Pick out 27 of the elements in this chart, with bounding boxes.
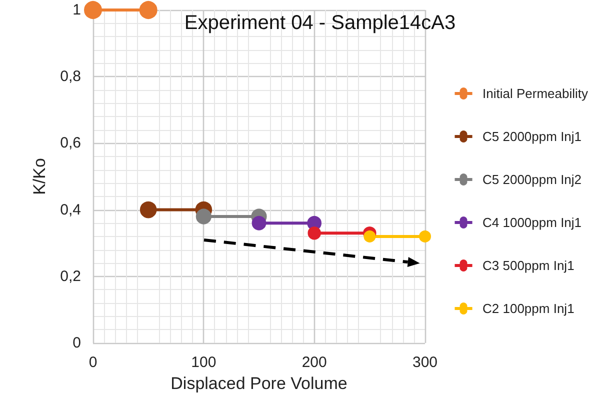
- legend-label: C5 2000ppm Inj1: [482, 129, 582, 144]
- y-tick-label: 0,6: [60, 134, 81, 152]
- x-axis-title: Displaced Pore Volume: [170, 374, 348, 393]
- legend-label: C4 1000ppm Inj1: [482, 215, 582, 230]
- point: [252, 216, 266, 230]
- x-tick-label: 100: [191, 354, 216, 371]
- chart-title: Experiment 04 - Sample14cA3: [184, 12, 456, 34]
- y-axis-title: K/Ko: [30, 158, 49, 195]
- y-tick-label: 0,4: [60, 201, 81, 218]
- y-tick-label: 1: [72, 2, 81, 18]
- y-tick-label: 0,8: [60, 68, 81, 86]
- point: [196, 208, 212, 224]
- x-tick-label: 200: [302, 354, 327, 371]
- point: [364, 230, 376, 242]
- x-tick-label: 300: [412, 354, 438, 371]
- point: [308, 226, 321, 240]
- legend-label: Initial Permeability: [482, 86, 588, 101]
- legend-label: C2 100ppm Inj1: [482, 301, 574, 316]
- y-tick-label: 0: [72, 334, 81, 352]
- point: [140, 201, 157, 218]
- x-tick-label: 0: [88, 354, 98, 371]
- y-tick-label: 0,2: [60, 268, 81, 285]
- point: [84, 1, 102, 19]
- point: [139, 1, 158, 19]
- legend-label: C5 2000ppm Inj2: [482, 172, 582, 187]
- point: [419, 230, 431, 242]
- legend-label: C3 500ppm Inj1: [482, 258, 574, 273]
